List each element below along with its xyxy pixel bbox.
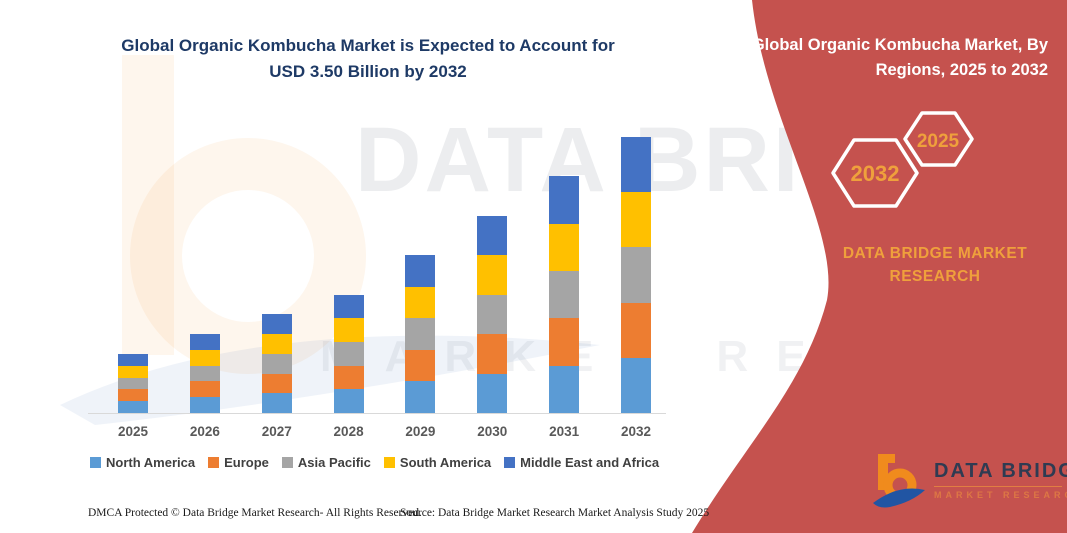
hexagon-badge-2032: 2032 [831, 138, 919, 208]
legend-swatch-icon [504, 457, 516, 468]
bar-segment-2032-asia-pacific [621, 247, 652, 303]
bar-segment-2032-europe [621, 302, 652, 358]
legend-item-north-america: North America [90, 455, 195, 470]
databridge-logo-text: DATA BRIDGE MARKET RESEARCH [934, 460, 1067, 500]
bar-segment-2027-north-america [261, 393, 292, 413]
panel-brand-caption: DATA BRIDGE MARKET RESEARCH [810, 242, 1060, 288]
bar-2030 [477, 215, 508, 413]
chart-title: Global Organic Kombucha Market is Expect… [78, 33, 658, 85]
bar-segment-2030-north-america [477, 373, 508, 413]
legend-swatch-icon [90, 457, 101, 468]
bar-segment-2030-asia-pacific [477, 294, 508, 335]
panel-title-line2: Regions, 2025 to 2032 [875, 61, 1048, 79]
bar-segment-2026-north-america [189, 397, 220, 413]
bar-segment-2026-asia-pacific [189, 365, 220, 382]
x-axis-label-2032: 2032 [620, 424, 652, 439]
bar-segment-2026-europe [189, 381, 220, 398]
bar-segment-2026-middle-east-and-africa [189, 334, 220, 350]
bar-segment-2031-middle-east-and-africa [549, 176, 580, 224]
bar-segment-2029-asia-pacific [405, 318, 436, 350]
bar-segment-2029-north-america [405, 381, 436, 413]
databridge-logo-b-icon [873, 454, 925, 508]
bar-segment-2027-middle-east-and-africa [261, 314, 292, 335]
hexagon-2025-label: 2025 [917, 131, 960, 152]
bar-2029 [405, 255, 436, 413]
bar-2025 [118, 353, 148, 413]
bar-segment-2032-middle-east-and-africa [621, 137, 652, 193]
bar-segment-2027-south-america [261, 334, 292, 354]
bar-segment-2030-middle-east-and-africa [477, 215, 508, 256]
footer-source-text: Source: Data Bridge Market Research Mark… [400, 507, 710, 519]
x-axis-label-2026: 2026 [189, 424, 220, 439]
bar-segment-2025-south-america [118, 365, 148, 378]
bar-segment-2029-europe [405, 349, 436, 382]
legend-label: South America [399, 455, 492, 470]
bar-segment-2031-south-america [549, 223, 580, 272]
legend-label: North America [106, 455, 196, 470]
legend-label: Middle East and Africa [520, 455, 660, 470]
legend-item-middle-east-and-africa: Middle East and Africa [504, 455, 659, 470]
bar-segment-2028-north-america [333, 389, 364, 413]
legend-item-south-america: South America [383, 455, 492, 470]
x-axis-label-2027: 2027 [261, 424, 292, 439]
bar-segment-2027-asia-pacific [261, 353, 292, 374]
bar-segment-2028-middle-east-and-africa [333, 294, 364, 319]
bar-2028 [333, 294, 364, 413]
bar-segment-2031-europe [549, 318, 580, 366]
bar-2026 [189, 334, 220, 413]
legend-label: Asia Pacific [297, 455, 371, 470]
bar-segment-2031-asia-pacific [549, 271, 580, 319]
panel-title-line1: Global Organic Kombucha Market, By [751, 36, 1048, 54]
x-axis-label-2028: 2028 [333, 424, 364, 439]
bar-segment-2032-north-america [621, 357, 652, 413]
x-axis-label-2025: 2025 [117, 424, 149, 439]
x-axis-label-2030: 2030 [477, 424, 508, 439]
bar-segment-2029-middle-east-and-africa [405, 255, 436, 287]
bar-segment-2028-asia-pacific [333, 342, 364, 366]
legend-swatch-icon [208, 457, 220, 468]
x-axis-label-2031: 2031 [549, 424, 580, 439]
bar-segment-2026-south-america [189, 349, 220, 366]
footer-dmca-text: DMCA Protected © Data Bridge Market Rese… [88, 507, 422, 519]
logo-subtitle: MARKET RESEARCH [934, 490, 1067, 500]
legend-item-europe: Europe [208, 455, 269, 470]
bar-2027 [261, 314, 292, 413]
bar-segment-2025-north-america [118, 401, 148, 413]
bar-segment-2031-north-america [549, 365, 580, 413]
legend-swatch-icon [281, 457, 293, 468]
panel-brand-caption-line2: RESEARCH [889, 268, 981, 285]
panel-brand-caption-line1: DATA BRIDGE MARKET [842, 245, 1028, 262]
bar-segment-2030-south-america [477, 255, 508, 295]
legend-item-asia-pacific: Asia Pacific [281, 455, 371, 470]
chart-title-line1: Global Organic Kombucha Market is Expect… [121, 36, 615, 55]
x-axis-line [88, 413, 666, 414]
bar-segment-2025-europe [118, 389, 148, 402]
legend-label: Europe [224, 455, 269, 470]
hexagon-2032-label: 2032 [851, 161, 900, 186]
bar-segment-2025-middle-east-and-africa [118, 353, 148, 366]
logo-rule [934, 486, 1062, 487]
chart-title-line2: USD 3.50 Billion by 2032 [269, 62, 467, 81]
bar-2031 [549, 176, 580, 413]
chart-legend: North America Europe Asia Pacific South Ame… [90, 455, 680, 470]
hexagon-badge-2025: 2025 [903, 111, 974, 167]
bar-segment-2028-south-america [333, 318, 364, 343]
logo-name: DATA BRIDGE [934, 460, 1067, 482]
bar-segment-2029-south-america [405, 286, 436, 319]
bar-2032 [621, 137, 652, 413]
databridge-logo: DATA BRIDGE MARKET RESEARCH [872, 452, 1067, 514]
bar-segment-2030-europe [477, 334, 508, 374]
bar-segment-2027-europe [261, 373, 292, 394]
panel-title: Global Organic Kombucha Market, By Regio… [718, 33, 1048, 83]
bar-segment-2025-asia-pacific [118, 377, 148, 390]
bar-segment-2032-south-america [621, 192, 652, 248]
x-axis-label-2029: 2029 [405, 424, 436, 439]
bar-segment-2028-europe [333, 365, 364, 390]
legend-swatch-icon [383, 457, 395, 468]
